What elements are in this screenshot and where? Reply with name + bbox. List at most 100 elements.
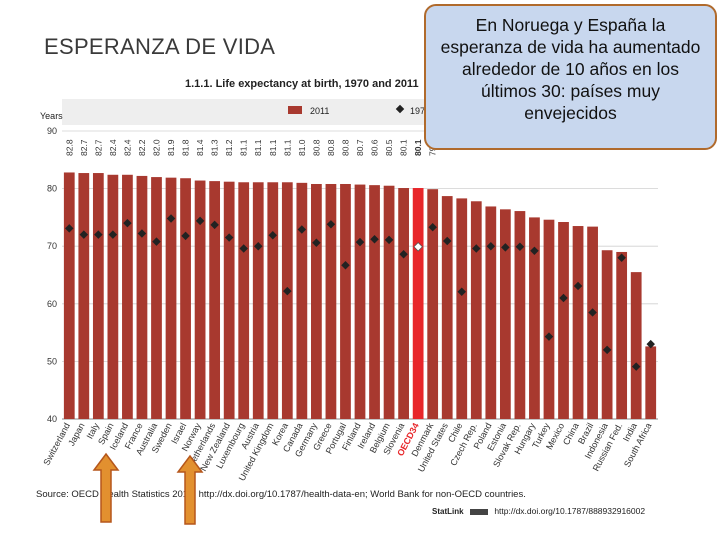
bar-2011 <box>441 196 453 419</box>
bar-2011 <box>587 226 598 419</box>
value-label: 80.8 <box>340 139 350 156</box>
y-tick-label: 80 <box>47 184 57 194</box>
bar-2011 <box>296 182 308 419</box>
value-label: 81.2 <box>224 139 234 156</box>
marker-1970 <box>239 244 248 253</box>
value-label: 81.1 <box>239 139 249 156</box>
bar-2011 <box>572 226 584 419</box>
arrow-up-icon-spain <box>92 452 120 523</box>
value-label: 81.1 <box>282 139 292 156</box>
bar-2011 <box>398 188 409 419</box>
marker-1970 <box>457 287 466 296</box>
marker-1970 <box>94 230 103 239</box>
value-label: 80.1 <box>413 139 423 156</box>
bar-2011 <box>485 206 497 419</box>
value-label: 81.1 <box>268 139 278 156</box>
bar-2011 <box>543 219 555 419</box>
value-label: 80.8 <box>311 139 321 156</box>
marker-1970 <box>166 214 176 223</box>
bar-2011 <box>107 174 119 419</box>
marker-1970 <box>602 345 612 355</box>
marker-1970 <box>399 250 408 259</box>
marker-1970 <box>210 220 219 230</box>
y-tick-label: 50 <box>47 356 57 366</box>
bar-2011 <box>92 173 104 419</box>
marker-1970 <box>254 241 263 251</box>
statlink[interactable]: StatLink http://dx.doi.org/10.1787/88893… <box>432 506 645 516</box>
bar-2011 <box>252 182 264 419</box>
value-label: 81.8 <box>181 139 191 156</box>
marker-1970 <box>428 222 437 232</box>
bar-2011 <box>412 188 424 419</box>
marker-1970 <box>501 243 510 252</box>
marker-1970 <box>384 235 394 245</box>
statlink-url[interactable]: http://dx.doi.org/10.1787/888932916002 <box>494 506 646 516</box>
bar-2011 <box>340 183 351 419</box>
marker-1970 <box>123 218 132 228</box>
marker-1970 <box>355 237 365 247</box>
bar-2011 <box>209 181 221 419</box>
marker-1970 <box>486 241 496 251</box>
bar-2011 <box>354 184 366 419</box>
marker-1970 <box>137 229 147 238</box>
value-label: 80.6 <box>370 139 380 156</box>
value-label: 80.5 <box>384 139 394 156</box>
value-label: 82.2 <box>137 139 147 156</box>
legend-label-1970: 1970 <box>410 106 430 116</box>
value-label: 82.4 <box>122 139 132 156</box>
marker-1970 <box>544 332 554 341</box>
legend-swatch-2011 <box>288 106 302 114</box>
bar-2011 <box>601 250 613 419</box>
bar-2011 <box>151 177 162 419</box>
y-tick-label: 60 <box>47 299 57 309</box>
bar-2011 <box>122 174 133 419</box>
value-label: 81.1 <box>253 139 263 156</box>
marker-1970 <box>152 237 161 246</box>
bar-2011 <box>383 185 395 419</box>
marker-1970 <box>108 230 118 239</box>
statlink-logo-mark-icon <box>469 508 488 515</box>
y-tick-label: 70 <box>47 241 57 251</box>
marker-1970 <box>181 231 190 241</box>
marker-1970 <box>413 241 423 252</box>
marker-1970 <box>195 216 205 226</box>
bar-2011 <box>311 183 322 419</box>
bar-2011 <box>180 178 191 419</box>
bar-2011 <box>427 189 439 419</box>
bar-2011 <box>223 181 235 419</box>
bar-2011 <box>630 272 642 419</box>
value-label: 81.4 <box>195 139 205 156</box>
marker-1970 <box>297 225 307 234</box>
marker-1970 <box>341 260 350 270</box>
value-label: 81.3 <box>210 139 220 156</box>
value-label: 82.7 <box>79 139 89 156</box>
value-label: 80.1 <box>399 139 409 156</box>
marker-1970 <box>646 339 655 349</box>
statlink-logo: StatLink <box>432 507 464 516</box>
marker-1970 <box>631 362 641 371</box>
value-label: 81.9 <box>166 139 176 156</box>
value-label: 82.0 <box>151 139 161 156</box>
bar-2011 <box>136 175 148 419</box>
bar-2011 <box>238 182 250 419</box>
legend-label-2011: 2011 <box>310 106 329 116</box>
bar-2011 <box>616 251 628 419</box>
bar-2011 <box>514 211 526 419</box>
marker-1970 <box>312 238 321 247</box>
marker-1970 <box>370 235 379 244</box>
marker-1970 <box>79 230 89 239</box>
bar-2011 <box>194 180 206 419</box>
y-tick-label: 40 <box>47 414 57 424</box>
bar-2011 <box>78 173 90 419</box>
marker-1970 <box>224 233 234 242</box>
bar-2011 <box>369 185 380 419</box>
callout-box: En Noruega y España la esperanza de vida… <box>424 4 717 150</box>
y-tick-label: 90 <box>47 126 57 136</box>
marker-1970 <box>283 286 292 296</box>
bar-2011 <box>456 198 468 419</box>
marker-1970 <box>442 236 452 246</box>
legend-marker-1970 <box>395 104 405 114</box>
source-note: Source: OECD Health Statistics 2013, htt… <box>36 489 526 500</box>
bar-2011 <box>325 183 337 419</box>
